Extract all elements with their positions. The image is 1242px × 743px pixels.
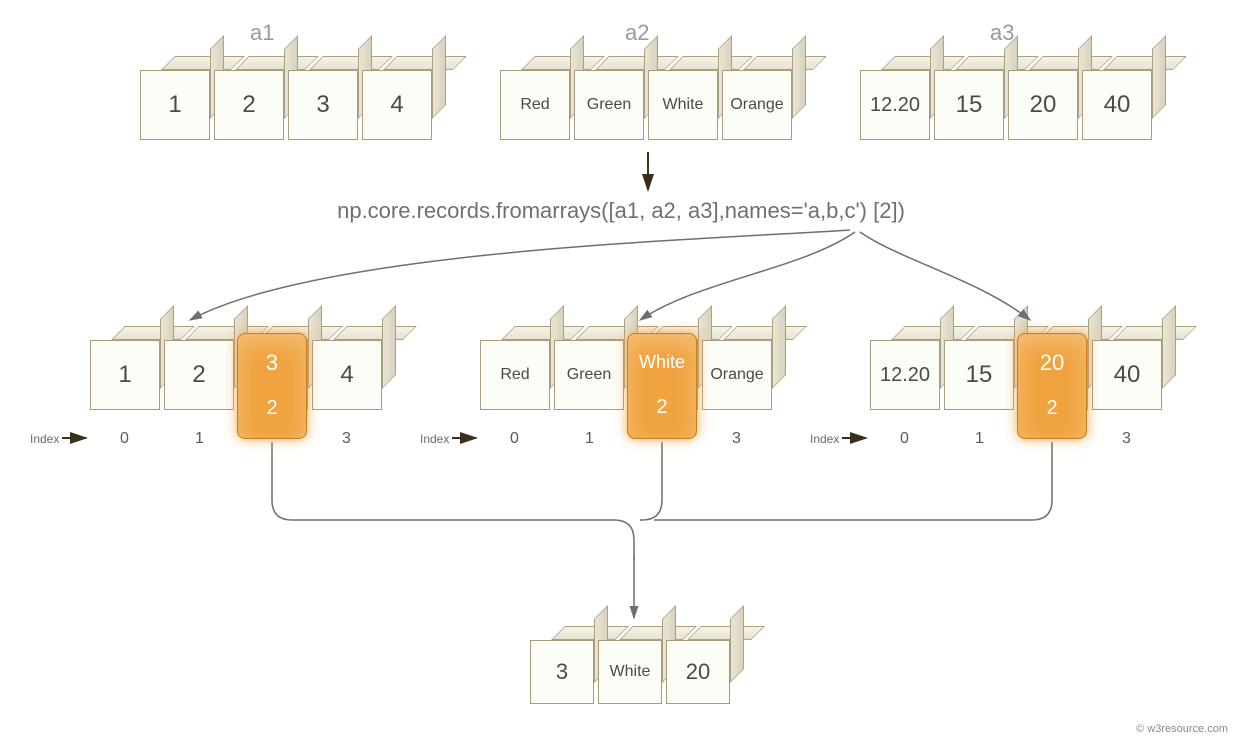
cube: Green xyxy=(574,70,644,140)
cube: 12.20 xyxy=(860,70,930,140)
cell-value: 3 xyxy=(288,70,358,140)
index-num: 0 xyxy=(510,430,519,448)
array-a3-row2: 12.20 15 20 40 xyxy=(870,340,1162,410)
array-a1-row2: 1 2 3 4 xyxy=(90,340,382,410)
index-num: 3 xyxy=(1122,430,1131,448)
cube: 15 xyxy=(944,340,1014,410)
attribution: © w3resource.com xyxy=(1136,723,1228,735)
cube: 2 xyxy=(164,340,234,410)
highlight-a1: 3 2 xyxy=(237,333,307,439)
cube: 3 xyxy=(288,70,358,140)
highlight-value: 20 xyxy=(1040,350,1064,376)
cell-value: Red xyxy=(500,70,570,140)
highlight-value: 3 xyxy=(266,350,278,376)
title-a2: a2 xyxy=(625,20,649,46)
join-left xyxy=(272,442,634,560)
highlight-a3: 20 2 xyxy=(1017,333,1087,439)
highlight-index: 2 xyxy=(266,397,277,420)
index-num: 1 xyxy=(585,430,594,448)
cube: 12.20 xyxy=(870,340,940,410)
cell-value: 2 xyxy=(214,70,284,140)
cell-value: Red xyxy=(480,340,550,410)
cell-value: 1 xyxy=(140,70,210,140)
index-label-a2: Index xyxy=(420,432,449,446)
cell-value: 4 xyxy=(312,340,382,410)
highlight-a2: White 2 xyxy=(627,333,697,439)
arrow-fan-mid xyxy=(640,232,855,320)
cube: 1 xyxy=(90,340,160,410)
cube: 1 xyxy=(140,70,210,140)
index-num: 0 xyxy=(120,430,129,448)
cube: 20 xyxy=(1008,70,1078,140)
index-num: 3 xyxy=(732,430,741,448)
index-num: 1 xyxy=(975,430,984,448)
cell-value: 2 xyxy=(164,340,234,410)
cell-value: 20 xyxy=(1008,70,1078,140)
index-label-a3: Index xyxy=(810,432,839,446)
cube: White xyxy=(598,640,662,704)
cell-value: Green xyxy=(554,340,624,410)
cell-value: 1 xyxy=(90,340,160,410)
cube: 3 xyxy=(530,640,594,704)
cell-value: 20 xyxy=(666,640,730,704)
cell-value: Orange xyxy=(702,340,772,410)
join-right xyxy=(654,442,1052,520)
code-caption: np.core.records.fromarrays([a1, a2, a3],… xyxy=(0,198,1242,224)
highlight-index: 2 xyxy=(656,396,667,419)
cube: 40 xyxy=(1082,70,1152,140)
arrow-fan-right xyxy=(860,232,1030,320)
array-a1-row1: 1 2 3 4 xyxy=(140,70,432,140)
result-row: 3 White 20 xyxy=(530,640,730,704)
title-a1: a1 xyxy=(250,20,274,46)
array-a2-row1: Red Green White Orange xyxy=(500,70,792,140)
cube: Red xyxy=(500,70,570,140)
cube: Red xyxy=(480,340,550,410)
index-num: 3 xyxy=(342,430,351,448)
join-mid xyxy=(640,442,662,520)
cell-value: 12.20 xyxy=(860,70,930,140)
highlight-value: White xyxy=(639,352,685,373)
cube: Orange xyxy=(702,340,772,410)
cell-value: 40 xyxy=(1082,70,1152,140)
cell-value: White xyxy=(598,640,662,704)
cube: White xyxy=(648,70,718,140)
cube: 4 xyxy=(362,70,432,140)
cell-value: 4 xyxy=(362,70,432,140)
arrow-fan-left xyxy=(190,230,850,320)
cube: 4 xyxy=(312,340,382,410)
index-num: 0 xyxy=(900,430,909,448)
index-label-a1: Index xyxy=(30,432,59,446)
cube: Green xyxy=(554,340,624,410)
array-a3-row1: 12.20 15 20 40 xyxy=(860,70,1152,140)
cell-value: White xyxy=(648,70,718,140)
cube: 20 xyxy=(666,640,730,704)
cube: Orange xyxy=(722,70,792,140)
cell-value: 40 xyxy=(1092,340,1162,410)
index-num: 1 xyxy=(195,430,204,448)
cell-value: 15 xyxy=(944,340,1014,410)
cube: 15 xyxy=(934,70,1004,140)
cube: 2 xyxy=(214,70,284,140)
cell-value: Orange xyxy=(722,70,792,140)
highlight-index: 2 xyxy=(1046,397,1057,420)
array-a2-row2: Red Green White Orange xyxy=(480,340,772,410)
cube: 40 xyxy=(1092,340,1162,410)
cell-value: 3 xyxy=(530,640,594,704)
cell-value: 15 xyxy=(934,70,1004,140)
cell-value: 12.20 xyxy=(870,340,940,410)
cell-value: Green xyxy=(574,70,644,140)
